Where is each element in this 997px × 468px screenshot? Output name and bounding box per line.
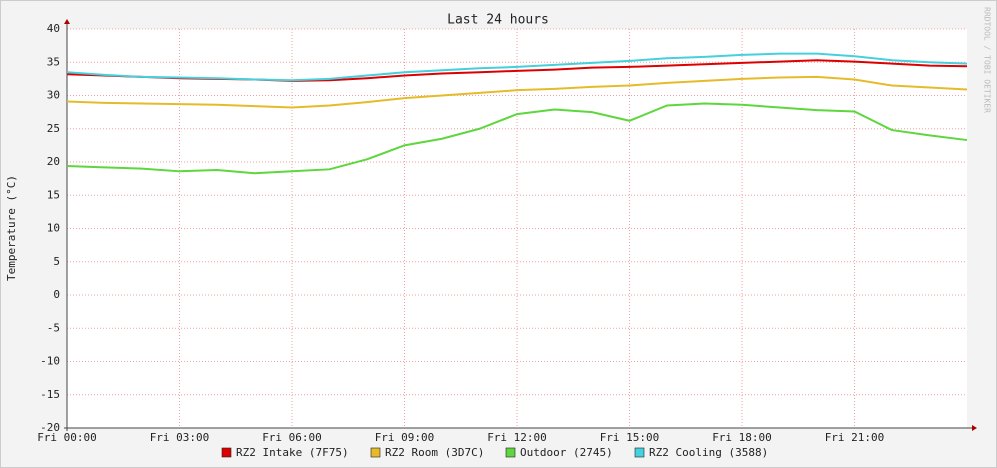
axis-arrow [64, 19, 70, 24]
series-line [66, 52, 968, 82]
y-tick-label: 10 [47, 222, 60, 235]
x-tick-label: Fri 09:00 [375, 431, 435, 444]
y-tick-label: -5 [47, 321, 60, 334]
y-tick-label: 35 [47, 55, 60, 68]
x-tick-label: Fri 15:00 [600, 431, 660, 444]
x-tick-label: Fri 06:00 [262, 431, 322, 444]
y-tick-label: 0 [53, 288, 60, 301]
series-line [66, 75, 968, 109]
legend-label: RZ2 Cooling (3588) [649, 446, 768, 459]
legend-swatch [634, 447, 645, 458]
y-tick-label: 40 [47, 22, 60, 35]
x-tick-label: Fri 21:00 [825, 431, 885, 444]
x-tick-label: Fri 18:00 [712, 431, 772, 444]
y-tick-label: 25 [47, 122, 60, 135]
legend-swatch [370, 447, 381, 458]
legend-label: RZ2 Intake (7F75) [236, 446, 349, 459]
legend-label: Outdoor (2745) [520, 446, 613, 459]
watermark: RRDTOOL / TOBI OETIKER [983, 7, 992, 113]
y-tick-label: 20 [47, 155, 60, 168]
y-axis-label: Temperature (°C) [5, 175, 18, 281]
y-tick-label: -15 [40, 388, 60, 401]
x-tick-label: Fri 03:00 [150, 431, 210, 444]
axis-arrow [972, 425, 977, 431]
x-tick-label: Fri 00:00 [37, 431, 97, 444]
y-tick-label: 30 [47, 89, 60, 102]
y-tick-label: 15 [47, 188, 60, 201]
series-line [66, 102, 968, 175]
x-tick-label: Fri 12:00 [487, 431, 547, 444]
y-tick-label: -20 [40, 421, 60, 434]
chart-title: Last 24 hours [447, 13, 549, 28]
legend-label: RZ2 Room (3D7C) [385, 446, 484, 459]
legend-swatch [221, 447, 232, 458]
y-tick-label: 5 [53, 255, 60, 268]
legend-swatch [505, 447, 516, 458]
y-tick-label: -10 [40, 355, 60, 368]
